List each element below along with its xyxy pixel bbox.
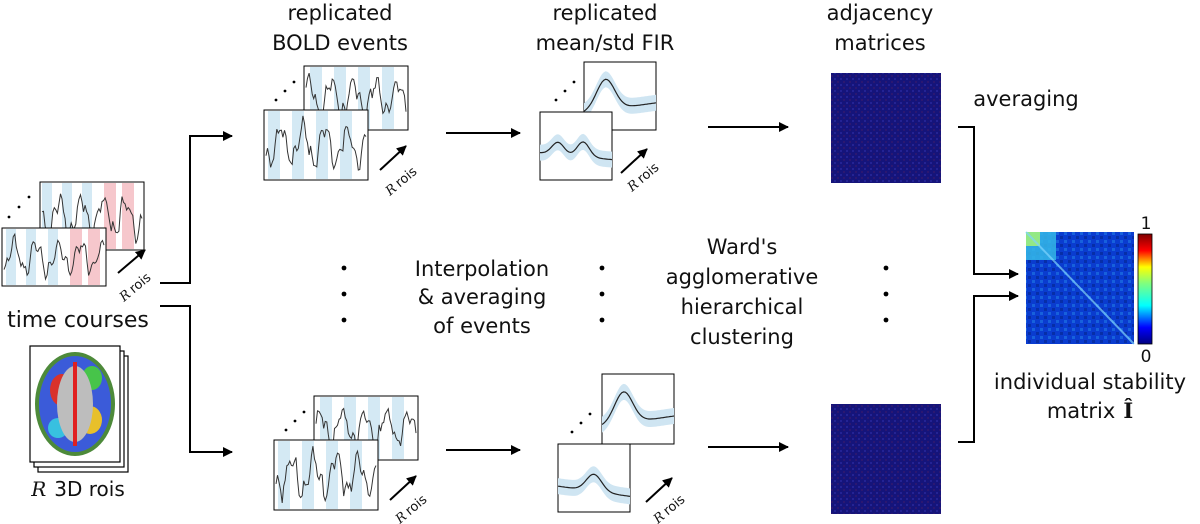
fir-mean-curve	[557, 473, 631, 497]
merge-arrow-bottom	[958, 291, 1019, 443]
branch-arrow-top	[160, 131, 233, 284]
fir-std-band	[602, 383, 674, 433]
bold-events-stack-bottom	[273, 395, 419, 511]
fir-stack-bottom	[557, 373, 675, 513]
interpolation-label-3: of events	[433, 314, 531, 338]
interpolation-label-2: & averaging	[418, 285, 547, 309]
fir-mean-curve	[601, 391, 675, 425]
colorbar-min-label: 0	[1141, 347, 1152, 367]
stability-matrix	[1025, 231, 1135, 345]
replicated-fir-label-2: mean/std FIR	[536, 31, 675, 55]
ward-label-1: Ward's	[707, 235, 778, 259]
colorbar	[1137, 233, 1153, 345]
merge-arrow-top	[958, 126, 1019, 279]
ward-label-3: hierarchical	[681, 295, 804, 319]
fir-mean-curve	[583, 78, 657, 112]
ward-label-2: agglomerative	[666, 265, 819, 289]
ellipsis-dot	[7, 215, 11, 219]
colorbar-max-label: 1	[1141, 214, 1152, 234]
replicated-fir-label-1: replicated	[553, 1, 658, 25]
r-rois-label: Rrois	[116, 270, 154, 306]
r-rois-label: Rrois	[650, 492, 688, 524]
ellipsis-dot	[27, 195, 31, 199]
fir-std-band	[584, 71, 656, 120]
stability-label-1: individual stability	[994, 370, 1186, 394]
ward-label-4: clustering	[690, 325, 794, 349]
vertical-ellipsis	[341, 265, 889, 323]
branch-arrow-bottom	[160, 305, 233, 457]
stability-label-2: matrix Î	[1047, 398, 1133, 423]
adjacency-label-2: matrices	[834, 31, 925, 55]
ellipsis-dot	[17, 205, 21, 209]
interpolation-label-1: Interpolation	[415, 257, 549, 281]
r-rois-label: Rrois	[392, 492, 430, 524]
r-rois-label: Rrois	[382, 164, 420, 200]
replicated-bold-label-2: BOLD events	[272, 31, 408, 55]
averaging-label: averaging	[973, 87, 1079, 111]
r-rois-arrow	[620, 148, 648, 174]
r-rois-arrow	[645, 477, 673, 503]
fir-stack-top	[539, 61, 657, 181]
bold-events-stack-top	[263, 65, 409, 181]
replicated-bold-label-1: replicated	[288, 1, 393, 25]
adjacency-label-1: adjacency	[827, 1, 934, 25]
adjacency-matrix-top	[831, 73, 941, 183]
time-courses-stack	[1, 181, 145, 287]
fir-mean-curve	[540, 141, 613, 161]
adjacency-matrix-bottom	[831, 404, 941, 514]
r-rois-arrow	[389, 475, 417, 501]
fir-std-band	[558, 466, 630, 505]
brain-rois-stack	[29, 345, 129, 473]
rois-3d-label: R 3D rois	[30, 477, 125, 501]
r-rois-arrow	[117, 249, 146, 274]
r-rois-arrow	[379, 145, 407, 171]
time-course-signal-front	[3, 232, 105, 281]
time-courses-label: time courses	[7, 308, 149, 333]
